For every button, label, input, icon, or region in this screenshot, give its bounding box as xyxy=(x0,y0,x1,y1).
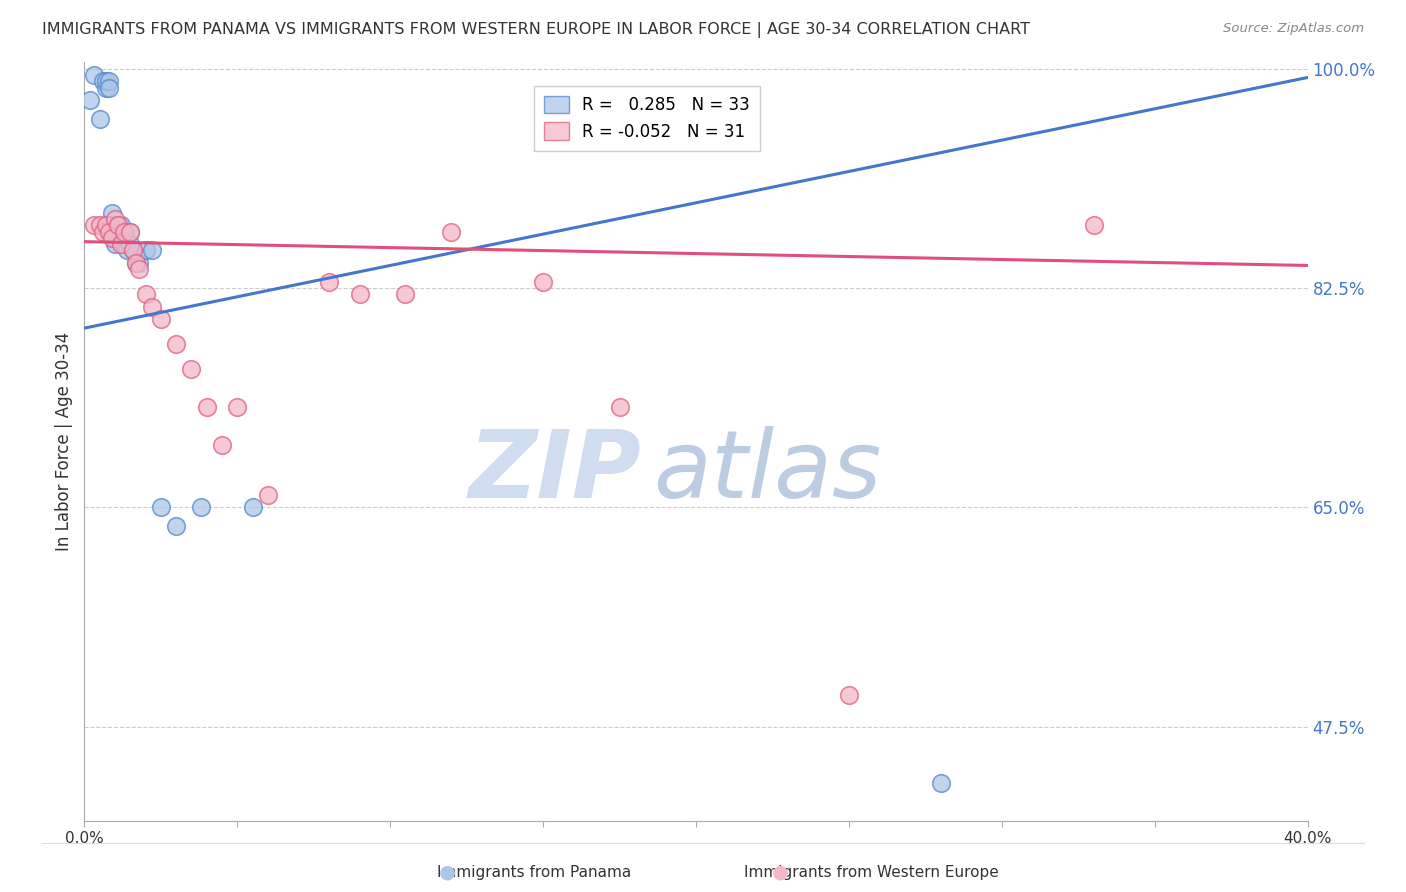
Point xyxy=(165,519,187,533)
Point xyxy=(101,206,124,220)
Point xyxy=(112,237,135,252)
Point xyxy=(128,262,150,277)
Point xyxy=(531,275,554,289)
Text: ●: ● xyxy=(772,863,789,882)
Y-axis label: In Labor Force | Age 30-34: In Labor Force | Age 30-34 xyxy=(55,332,73,551)
Point xyxy=(107,219,129,233)
Point xyxy=(125,256,148,270)
Point xyxy=(107,225,129,239)
Point xyxy=(318,275,340,289)
Point xyxy=(104,231,127,245)
Point xyxy=(1083,219,1105,233)
Point xyxy=(349,287,371,301)
Point xyxy=(107,219,129,233)
Point xyxy=(141,244,163,258)
Point xyxy=(110,225,132,239)
Point xyxy=(89,219,111,233)
Point xyxy=(211,438,233,452)
Point xyxy=(89,112,111,126)
Point xyxy=(125,256,148,270)
Text: IMMIGRANTS FROM PANAMA VS IMMIGRANTS FROM WESTERN EUROPE IN LABOR FORCE | AGE 30: IMMIGRANTS FROM PANAMA VS IMMIGRANTS FRO… xyxy=(42,22,1031,38)
Point xyxy=(165,337,187,351)
Point xyxy=(120,225,142,239)
Point xyxy=(79,93,101,107)
Point xyxy=(394,287,416,301)
Point xyxy=(609,400,631,414)
Point xyxy=(257,488,280,502)
Point xyxy=(195,400,218,414)
Point xyxy=(135,244,157,258)
Point xyxy=(104,212,127,227)
Legend: R =   0.285   N = 33, R = -0.052   N = 31: R = 0.285 N = 33, R = -0.052 N = 31 xyxy=(534,86,761,151)
Point xyxy=(440,225,463,239)
Point xyxy=(120,237,142,252)
Point xyxy=(242,500,264,515)
Point xyxy=(226,400,249,414)
Point xyxy=(83,219,105,233)
Point xyxy=(128,256,150,270)
Point xyxy=(94,219,117,233)
Point xyxy=(97,80,120,95)
Text: Source: ZipAtlas.com: Source: ZipAtlas.com xyxy=(1223,22,1364,36)
Point xyxy=(112,225,135,239)
Point xyxy=(180,362,202,376)
Point xyxy=(101,219,124,233)
Point xyxy=(122,244,145,258)
Point xyxy=(190,500,212,515)
Point xyxy=(110,219,132,233)
Point xyxy=(122,244,145,258)
Point xyxy=(112,225,135,239)
Point xyxy=(94,74,117,88)
Point xyxy=(149,500,172,515)
Point xyxy=(94,80,117,95)
Text: Immigrants from Western Europe: Immigrants from Western Europe xyxy=(744,865,1000,880)
Point xyxy=(97,225,120,239)
Point xyxy=(101,225,124,239)
Text: ●: ● xyxy=(439,863,456,882)
Point xyxy=(149,312,172,326)
Point xyxy=(929,776,952,790)
Point xyxy=(97,74,120,88)
Text: ZIP: ZIP xyxy=(468,425,641,518)
Point xyxy=(83,68,105,82)
Point xyxy=(91,225,114,239)
Point xyxy=(141,300,163,314)
Point xyxy=(101,231,124,245)
Point xyxy=(110,237,132,252)
Text: Immigrants from Panama: Immigrants from Panama xyxy=(437,865,631,880)
Point xyxy=(838,689,860,703)
Point xyxy=(104,237,127,252)
Point xyxy=(91,74,114,88)
Point xyxy=(120,225,142,239)
Point xyxy=(115,244,138,258)
Point xyxy=(104,225,127,239)
Text: atlas: atlas xyxy=(654,426,882,517)
Point xyxy=(135,287,157,301)
